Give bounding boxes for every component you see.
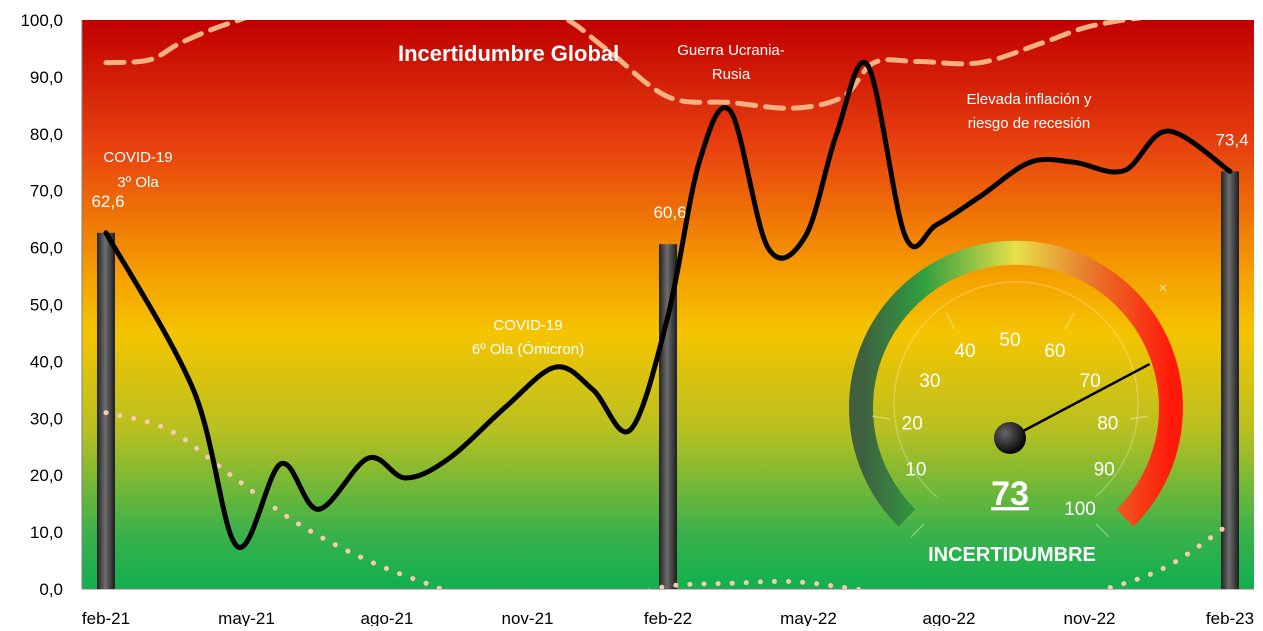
- y-tick-label: 40,0: [30, 352, 63, 371]
- upper-band-line: [103, 20, 1143, 111]
- gauge-tick-label: 70: [1080, 371, 1101, 392]
- y-tick-label: 50,0: [30, 296, 63, 315]
- y-tick-label: 100,0: [20, 11, 63, 30]
- gauge-tick-label: 40: [954, 341, 975, 362]
- bar-value-label: 62,6: [91, 192, 124, 211]
- y-tick-label: 70,0: [30, 182, 63, 201]
- y-tick-label: 10,0: [30, 523, 63, 542]
- gauge-tick-mark: [1095, 523, 1110, 538]
- annotation-war: Guerra Ucrania- Rusia: [677, 42, 785, 83]
- close-icon[interactable]: ×: [1158, 280, 1167, 297]
- y-tick-label: 20,0: [30, 466, 63, 485]
- event-bar: [1221, 171, 1239, 589]
- main-series-line: [103, 60, 1233, 550]
- x-tick-label: nov-22: [1064, 609, 1116, 626]
- gauge-value: 73: [991, 475, 1029, 513]
- gauge: 10 20 30 40 50 60 70 80 90 100 73 INCERTIDUMBRE ×: [849, 240, 1183, 566]
- gauge-label: INCERTIDUMBRE: [928, 544, 1096, 566]
- gauge-tick-mark: [945, 312, 956, 330]
- band-lines: [103, 20, 1233, 589]
- annotation-covid-3: COVID-19 3º Ola: [103, 149, 172, 191]
- x-tick-label: may-22: [780, 609, 837, 626]
- annotation-inflation: Elevada inflación y riesgo de recesión: [966, 91, 1092, 132]
- gauge-tick-mark: [910, 523, 925, 538]
- annotation-inflation-line1: Elevada inflación y: [966, 91, 1092, 108]
- gauge-tick-mark: [871, 415, 890, 420]
- chart-title: Incertidumbre Global: [398, 41, 619, 66]
- gauge-ticks: 10 20 30 40 50 60 70 80 90 100: [871, 312, 1149, 538]
- x-tick-label: feb-22: [644, 609, 692, 626]
- x-tick-label: nov-21: [502, 609, 554, 626]
- gauge-knob: [994, 422, 1026, 454]
- gauge-tick-label: 100: [1064, 499, 1096, 520]
- gauge-arc: [849, 240, 1183, 527]
- x-tick-label: ago-21: [361, 609, 414, 626]
- y-axis: 0,0 10,0 20,0 30,0 40,0 50,0 60,0 70,0 80,0 90,0 1…: [20, 11, 83, 599]
- x-tick-label: feb-23: [1206, 609, 1254, 626]
- gauge-tick-label: 30: [919, 371, 940, 392]
- gauge-tick-mark: [1130, 415, 1149, 420]
- annotation-covid-3-line2: 3º Ola: [117, 174, 159, 191]
- gauge-tick-label: 80: [1097, 414, 1118, 435]
- gauge-needle: [1009, 362, 1151, 440]
- y-tick-label: 60,0: [30, 239, 63, 258]
- x-tick-label: may-21: [218, 609, 275, 626]
- x-axis: feb-21 may-21 ago-21 nov-21 feb-22 may-22 ago-…: [82, 588, 1254, 628]
- x-tick-label: ago-22: [923, 609, 976, 626]
- annotation-war-line1: Guerra Ucrania-: [677, 42, 785, 59]
- annotation-covid-6: COVID-19 6º Ola (Ómicron): [472, 317, 584, 358]
- bar-value-label: 73,4: [1215, 130, 1248, 149]
- gauge-tick-mark: [1064, 312, 1075, 330]
- gauge-tick-label: 10: [905, 460, 926, 481]
- lower-band-line: [103, 410, 1233, 589]
- y-tick-label: 30,0: [30, 409, 63, 428]
- x-tick-label: feb-21: [82, 609, 130, 626]
- annotation-covid-6-line1: COVID-19: [493, 317, 562, 334]
- y-tick-label: 90,0: [30, 68, 63, 87]
- y-tick-label: 80,0: [30, 125, 63, 144]
- gauge-tick-label: 50: [999, 330, 1020, 351]
- main-series: [103, 60, 1233, 550]
- annotation-covid-3-line1: COVID-19: [103, 149, 172, 166]
- gauge-inner-ring: [893, 281, 1139, 498]
- annotation-inflation-line2: riesgo de recesión: [968, 115, 1091, 132]
- gauge-tick-label: 20: [902, 414, 923, 435]
- annotation-covid-6-line2: 6º Ola (Ómicron): [472, 341, 584, 358]
- annotation-war-line2: Rusia: [712, 66, 751, 83]
- y-tick-label: 0,0: [39, 580, 63, 599]
- bar-value-label: 60,6: [653, 203, 686, 222]
- gauge-tick-label: 90: [1094, 460, 1115, 481]
- gauge-tick-label: 60: [1044, 341, 1065, 362]
